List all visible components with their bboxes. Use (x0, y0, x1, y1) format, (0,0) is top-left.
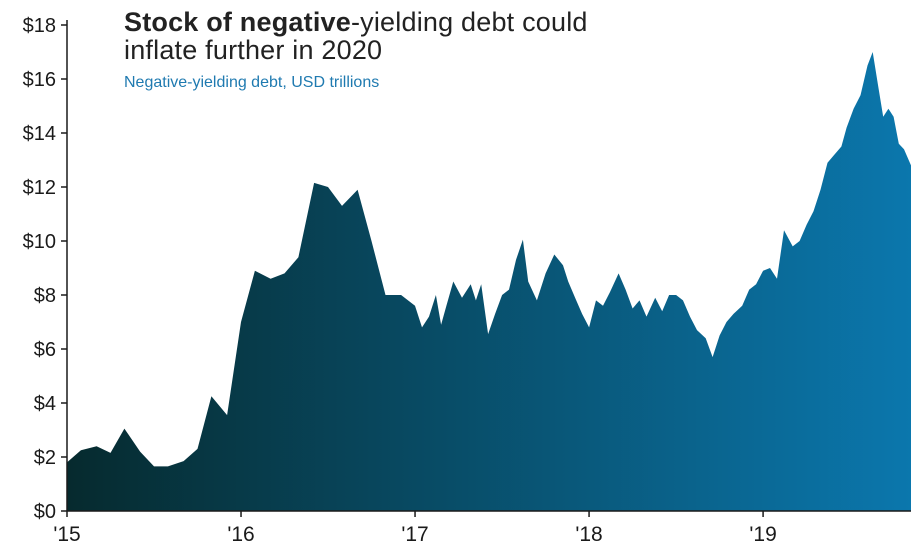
y-tick-label: $6 (34, 339, 56, 361)
x-axis-labels: '15 '16 '17 '18 '19 (53, 523, 776, 546)
x-tick-label: '19 (749, 523, 776, 546)
y-tick-label: $18 (23, 15, 56, 37)
y-tick-label: $10 (23, 231, 56, 253)
y-axis-ticks (61, 24, 67, 512)
y-tick-label: $12 (23, 177, 56, 199)
y-tick-label: $8 (34, 285, 56, 307)
chart-title: Stock of negative-yielding debt could in… (124, 8, 588, 64)
chart-header: Stock of negative-yielding debt could in… (124, 8, 588, 92)
x-tick-label: '16 (227, 523, 254, 546)
y-tick-label: $0 (34, 501, 56, 523)
y-tick-label: $14 (23, 123, 56, 145)
x-axis-ticks (66, 511, 764, 517)
title-bold: Stock of negative (124, 7, 351, 37)
x-tick-label: '17 (401, 523, 428, 546)
y-tick-label: $2 (34, 447, 56, 469)
chart-subtitle: Negative-yielding debt, USD trillions (124, 74, 380, 91)
title-rest: -yielding debt could (350, 7, 588, 37)
title-line2: inflate further in 2020 (124, 35, 383, 65)
series-area (67, 52, 911, 511)
y-axis-labels: $0 $2 $4 $6 $8 $10 $12 $14 $16 $18 (23, 15, 56, 523)
y-tick-label: $4 (34, 393, 56, 415)
x-tick-label: '15 (53, 523, 80, 546)
y-tick-label: $16 (23, 69, 56, 91)
x-tick-label: '18 (575, 523, 602, 546)
